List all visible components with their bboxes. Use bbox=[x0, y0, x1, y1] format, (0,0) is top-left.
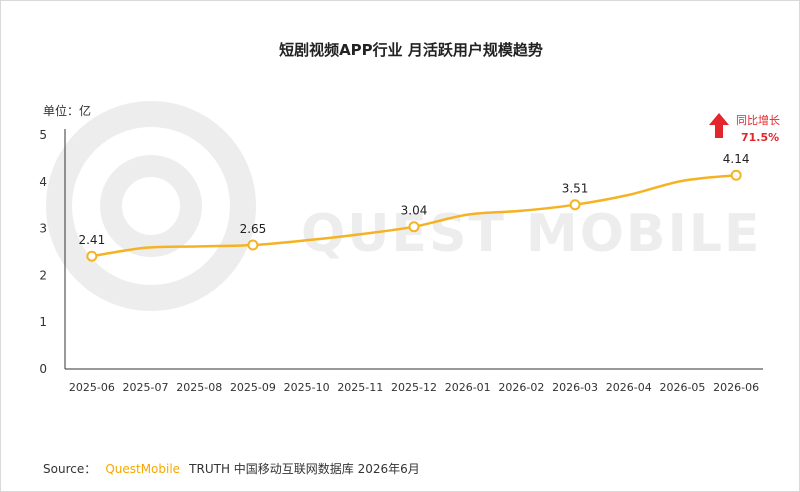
x-tick-label: 2025-12 bbox=[391, 381, 437, 394]
data-label: 3.51 bbox=[562, 182, 589, 196]
x-tick-label: 2025-08 bbox=[176, 381, 222, 394]
y-tick-label: 0 bbox=[39, 362, 47, 376]
watermark-logo-icon bbox=[46, 101, 256, 311]
data-label: 2.41 bbox=[78, 233, 105, 247]
y-tick-label: 5 bbox=[39, 128, 47, 142]
x-tick-label: 2025-11 bbox=[337, 381, 383, 394]
data-point-marker bbox=[86, 250, 98, 262]
x-tick-label: 2026-05 bbox=[659, 381, 705, 394]
y-tick-label: 2 bbox=[39, 268, 47, 282]
x-tick-label: 2026-03 bbox=[552, 381, 598, 394]
x-tick-labels: 2025-06 2025-07 2025-08 2025-09 2025-10 2025-… bbox=[69, 381, 759, 394]
source-line: Source： QuestMobile TRUTH 中国移动互联网数据库 202… bbox=[43, 458, 420, 477]
unit-label: 单位：亿 bbox=[43, 103, 91, 118]
data-point-marker bbox=[569, 199, 581, 211]
y-tick-label: 4 bbox=[39, 175, 47, 189]
x-tick-label: 2025-07 bbox=[123, 381, 169, 394]
source-brand: QuestMobile bbox=[105, 462, 180, 476]
data-labels: 2.41 2.65 3.04 3.51 4.14 bbox=[78, 152, 749, 247]
source-rest: TRUTH 中国移动互联网数据库 2026年6月 bbox=[188, 461, 420, 476]
data-label: 2.65 bbox=[240, 222, 267, 236]
data-point-marker bbox=[408, 221, 420, 233]
growth-value: 71.5% bbox=[741, 131, 779, 144]
source-prefix: Source： bbox=[43, 462, 96, 476]
data-label: 3.04 bbox=[401, 204, 428, 218]
y-tick-label: 3 bbox=[39, 222, 47, 236]
watermark: QUEST MOBILE bbox=[46, 101, 762, 311]
x-tick-label: 2025-09 bbox=[230, 381, 276, 394]
y-tick-labels: 0 1 2 3 4 5 bbox=[39, 128, 47, 376]
growth-annotation: 同比增长 71.5% bbox=[709, 113, 780, 144]
up-arrow-icon bbox=[709, 113, 729, 138]
x-tick-label: 2026-04 bbox=[606, 381, 652, 394]
x-tick-label: 2026-01 bbox=[445, 381, 491, 394]
data-point-marker bbox=[730, 169, 742, 181]
chart-title: 短剧视频APP行业 月活跃用户规模趋势 bbox=[279, 41, 543, 59]
y-tick-label: 1 bbox=[39, 315, 47, 329]
data-label: 4.14 bbox=[723, 152, 750, 166]
x-tick-label: 2026-02 bbox=[498, 381, 544, 394]
x-tick-label: 2025-10 bbox=[284, 381, 330, 394]
growth-label: 同比增长 bbox=[736, 113, 780, 127]
x-tick-label: 2026-06 bbox=[713, 381, 759, 394]
data-markers bbox=[86, 169, 742, 262]
watermark-text: QUEST MOBILE bbox=[301, 204, 762, 264]
data-point-marker bbox=[247, 239, 259, 251]
x-tick-label: 2025-06 bbox=[69, 381, 115, 394]
